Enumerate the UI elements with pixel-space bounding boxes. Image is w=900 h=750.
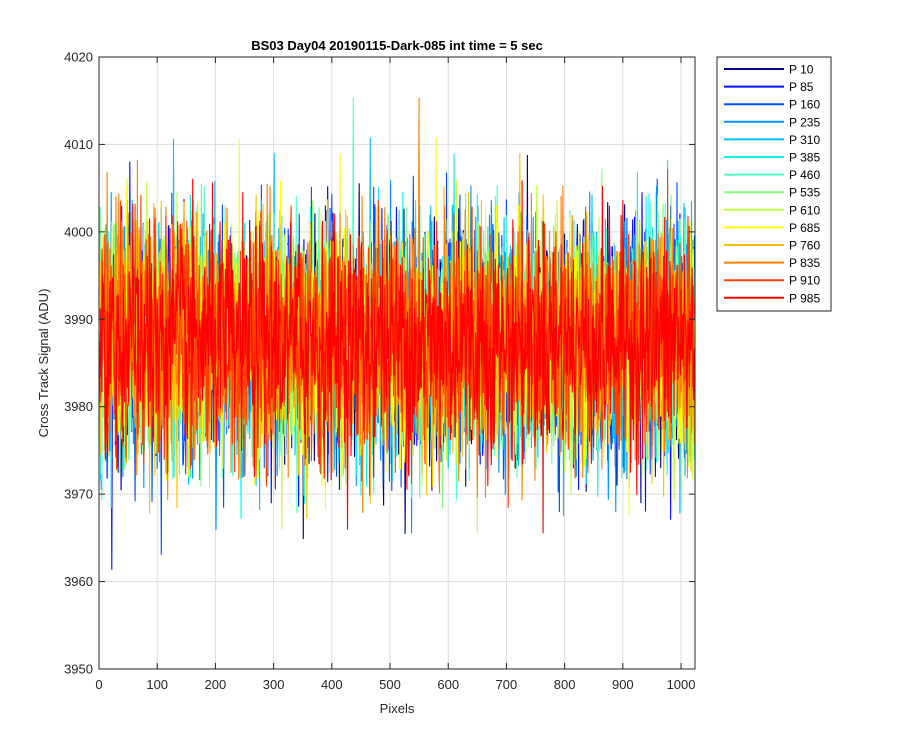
legend-item: P 985 xyxy=(724,291,820,305)
x-tick-label: 0 xyxy=(95,677,102,692)
legend-item: P 10 xyxy=(724,63,814,77)
chart-title: BS03 Day04 20190115-Dark-085 int time = … xyxy=(251,38,543,53)
axis-ticks: 0 100 200 300 400 500 600 700 800 900 1000 3950 3960… xyxy=(64,50,695,693)
x-axis-label: Pixels xyxy=(380,701,415,716)
legend-label: P 10 xyxy=(789,63,814,77)
legend-item: P 835 xyxy=(724,256,820,270)
legend-item: P 460 xyxy=(724,168,820,182)
legend-item: P 85 xyxy=(724,80,814,94)
series-group xyxy=(99,97,695,570)
legend-label: P 610 xyxy=(789,203,820,217)
x-tick-label: 800 xyxy=(554,677,576,692)
x-tick-label: 1000 xyxy=(667,677,696,692)
legend-label: P 85 xyxy=(789,80,814,94)
plot-area: 0 100 200 300 400 500 600 700 800 900 1000 3950 3960… xyxy=(64,50,696,693)
x-tick-label: 200 xyxy=(205,677,227,692)
axes-box xyxy=(98,56,696,670)
y-tick-label: 4010 xyxy=(64,137,93,152)
legend-label: P 235 xyxy=(789,115,820,129)
legend-label: P 835 xyxy=(789,256,820,270)
series-line-p985 xyxy=(99,178,695,534)
legend-label: P 685 xyxy=(789,221,820,235)
legend-item: P 235 xyxy=(724,115,820,129)
y-tick-label: 3980 xyxy=(64,399,93,414)
legend-label: P 160 xyxy=(789,98,820,112)
y-tick-label: 3970 xyxy=(64,487,93,502)
legend-box xyxy=(716,56,832,312)
legend-item: P 610 xyxy=(724,203,820,217)
legend-label: P 310 xyxy=(789,133,820,147)
x-tick-label: 100 xyxy=(146,677,168,692)
legend-item: P 385 xyxy=(724,151,820,165)
y-tick-label: 3950 xyxy=(64,662,93,677)
x-tick-label: 600 xyxy=(437,677,459,692)
x-tick-label: 900 xyxy=(612,677,634,692)
legend-item: P 310 xyxy=(724,133,820,147)
legend-item: P 535 xyxy=(724,186,820,200)
y-tick-label: 3960 xyxy=(64,574,93,589)
legend-label: P 910 xyxy=(789,274,820,288)
legend-label: P 385 xyxy=(789,151,820,165)
legend-label: P 985 xyxy=(789,291,820,305)
legend-item: P 685 xyxy=(724,221,820,235)
legend-item: P 760 xyxy=(724,239,820,253)
x-tick-label: 400 xyxy=(321,677,343,692)
y-tick-label: 4020 xyxy=(64,50,93,65)
y-tick-label: 4000 xyxy=(64,224,93,239)
x-tick-label: 500 xyxy=(379,677,401,692)
y-axis-label: Cross Track Signal (ADU) xyxy=(36,289,51,438)
legend-label: P 535 xyxy=(789,186,820,200)
legend-items: P 10 P 85 P 160 P 235 P 310 P 385 P 460 P 535 P … xyxy=(724,63,820,305)
legend: P 10 P 85 P 160 P 235 P 310 P 385 P 460 P 535 P … xyxy=(716,56,832,312)
legend-label: P 760 xyxy=(789,239,820,253)
x-tick-label: 300 xyxy=(263,677,285,692)
legend-item: P 910 xyxy=(724,274,820,288)
legend-label: P 460 xyxy=(789,168,820,182)
x-tick-label: 700 xyxy=(496,677,518,692)
legend-item: P 160 xyxy=(724,98,820,112)
y-tick-label: 3990 xyxy=(64,312,93,327)
